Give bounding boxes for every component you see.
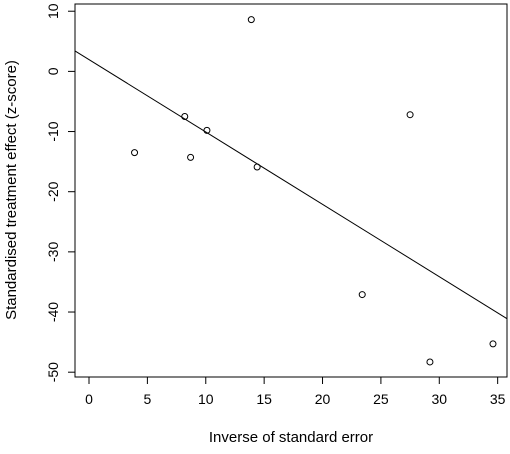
x-axis: 0 5 10 15 20 25 30 35 bbox=[85, 376, 506, 407]
x-tick-label: 30 bbox=[431, 391, 447, 407]
x-tick-label: 35 bbox=[490, 391, 506, 407]
data-points bbox=[131, 16, 497, 366]
x-tick-label: 10 bbox=[198, 391, 214, 407]
data-point bbox=[181, 113, 189, 121]
x-tick-label: 15 bbox=[256, 391, 272, 407]
y-tick-label: -40 bbox=[45, 302, 61, 322]
y-tick-label: -30 bbox=[45, 242, 61, 262]
data-point bbox=[253, 163, 261, 171]
x-axis-title: Inverse of standard error bbox=[209, 429, 373, 446]
data-point bbox=[131, 149, 139, 157]
y-tick-label: -10 bbox=[45, 121, 61, 141]
data-point bbox=[203, 126, 211, 134]
y-axis-title: Standardised treatment effect (z-score) bbox=[3, 60, 20, 320]
regression-line-group bbox=[74, 50, 508, 320]
plot-frame bbox=[74, 3, 508, 378]
data-point bbox=[406, 111, 414, 119]
data-point bbox=[489, 340, 497, 348]
data-point bbox=[247, 16, 255, 24]
x-tick-label: 25 bbox=[373, 391, 389, 407]
y-tick-label: 0 bbox=[45, 67, 61, 75]
y-tick-label: -50 bbox=[45, 362, 61, 382]
regression-line bbox=[74, 50, 508, 320]
y-tick-label: -20 bbox=[45, 181, 61, 201]
x-tick-label: 20 bbox=[315, 391, 331, 407]
y-tick-label: 10 bbox=[45, 3, 61, 19]
data-point bbox=[426, 358, 434, 366]
x-tick-label: 0 bbox=[85, 391, 93, 407]
y-axis: -50 -40 -30 -20 -10 0 10 bbox=[45, 3, 76, 382]
data-point bbox=[187, 153, 195, 161]
x-tick-label: 5 bbox=[143, 391, 151, 407]
data-point bbox=[358, 291, 366, 299]
